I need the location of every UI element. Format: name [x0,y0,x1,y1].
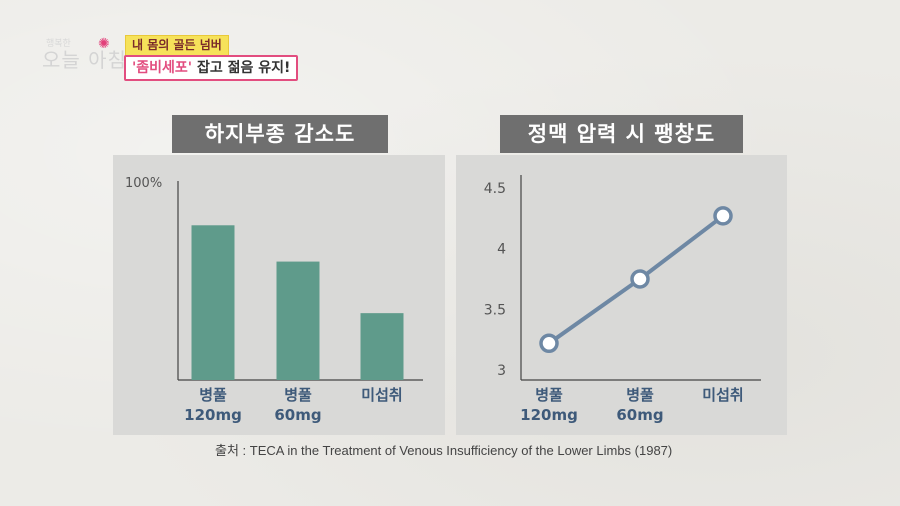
bar-chart-category-label: 60mg [274,406,321,424]
program-logo: 행복한 오늘 아침 [42,39,127,73]
line-chart-y-tick-label: 3.5 [484,302,506,318]
line-chart-panel: 3 3.5 4 4.5 병풀 120mg 병풀 60mg 미섭취 [456,155,787,435]
bar-chart-category-label: 120mg [184,406,242,424]
bar-chart-title: 하지부종 감소도 [172,115,388,153]
data-point [630,269,650,289]
line-chart-y-tick-label: 4.5 [484,181,506,197]
bar [276,261,320,380]
sun-icon: ✺ [98,36,110,52]
bar-chart-category-label: 병풀 [199,386,227,404]
line-chart-y-tick-label: 3 [497,363,506,379]
line-chart: 3 3.5 4 4.5 병풀 120mg 병풀 60mg 미섭취 [484,175,761,424]
bar [191,225,235,380]
caption-rest: 잡고 젊음 유지! [196,60,291,76]
line-chart-category-label: 120mg [520,406,578,424]
line-chart-title: 정맥 압력 시 팽창도 [500,115,743,153]
caption-main: '좀비세포' 잡고 젊음 유지! [124,55,299,81]
caption-top: 내 몸의 골든 넘버 [125,35,229,56]
bar-chart-category-label: 미섭취 [361,386,402,404]
line-chart-category-label: 병풀 [626,386,654,404]
data-point [539,333,559,354]
line-chart-y-tick-label: 4 [497,242,506,258]
logo-small-text: 행복한 [46,39,71,49]
logo-main-text: 오늘 아침 [42,48,127,72]
caption-highlight: '좀비세포' [132,60,193,76]
line-chart-category-label: 미섭취 [702,386,743,404]
line-chart-category-label: 60mg [616,406,663,424]
line-chart-category-label: 병풀 [535,386,563,404]
bar-chart-category-label: 병풀 [284,386,312,404]
bar-chart-panel: 100% 병풀 120mg 병풀 60mg 미섭취 [113,155,445,435]
bar [360,313,404,380]
bar-chart: 100% 병풀 120mg 병풀 60mg 미섭취 [125,176,423,424]
data-point [713,206,733,226]
bar-chart-y-tick-label: 100% [125,176,162,191]
source-citation: 출처 : TECA in the Treatment of Venous Ins… [215,443,673,458]
